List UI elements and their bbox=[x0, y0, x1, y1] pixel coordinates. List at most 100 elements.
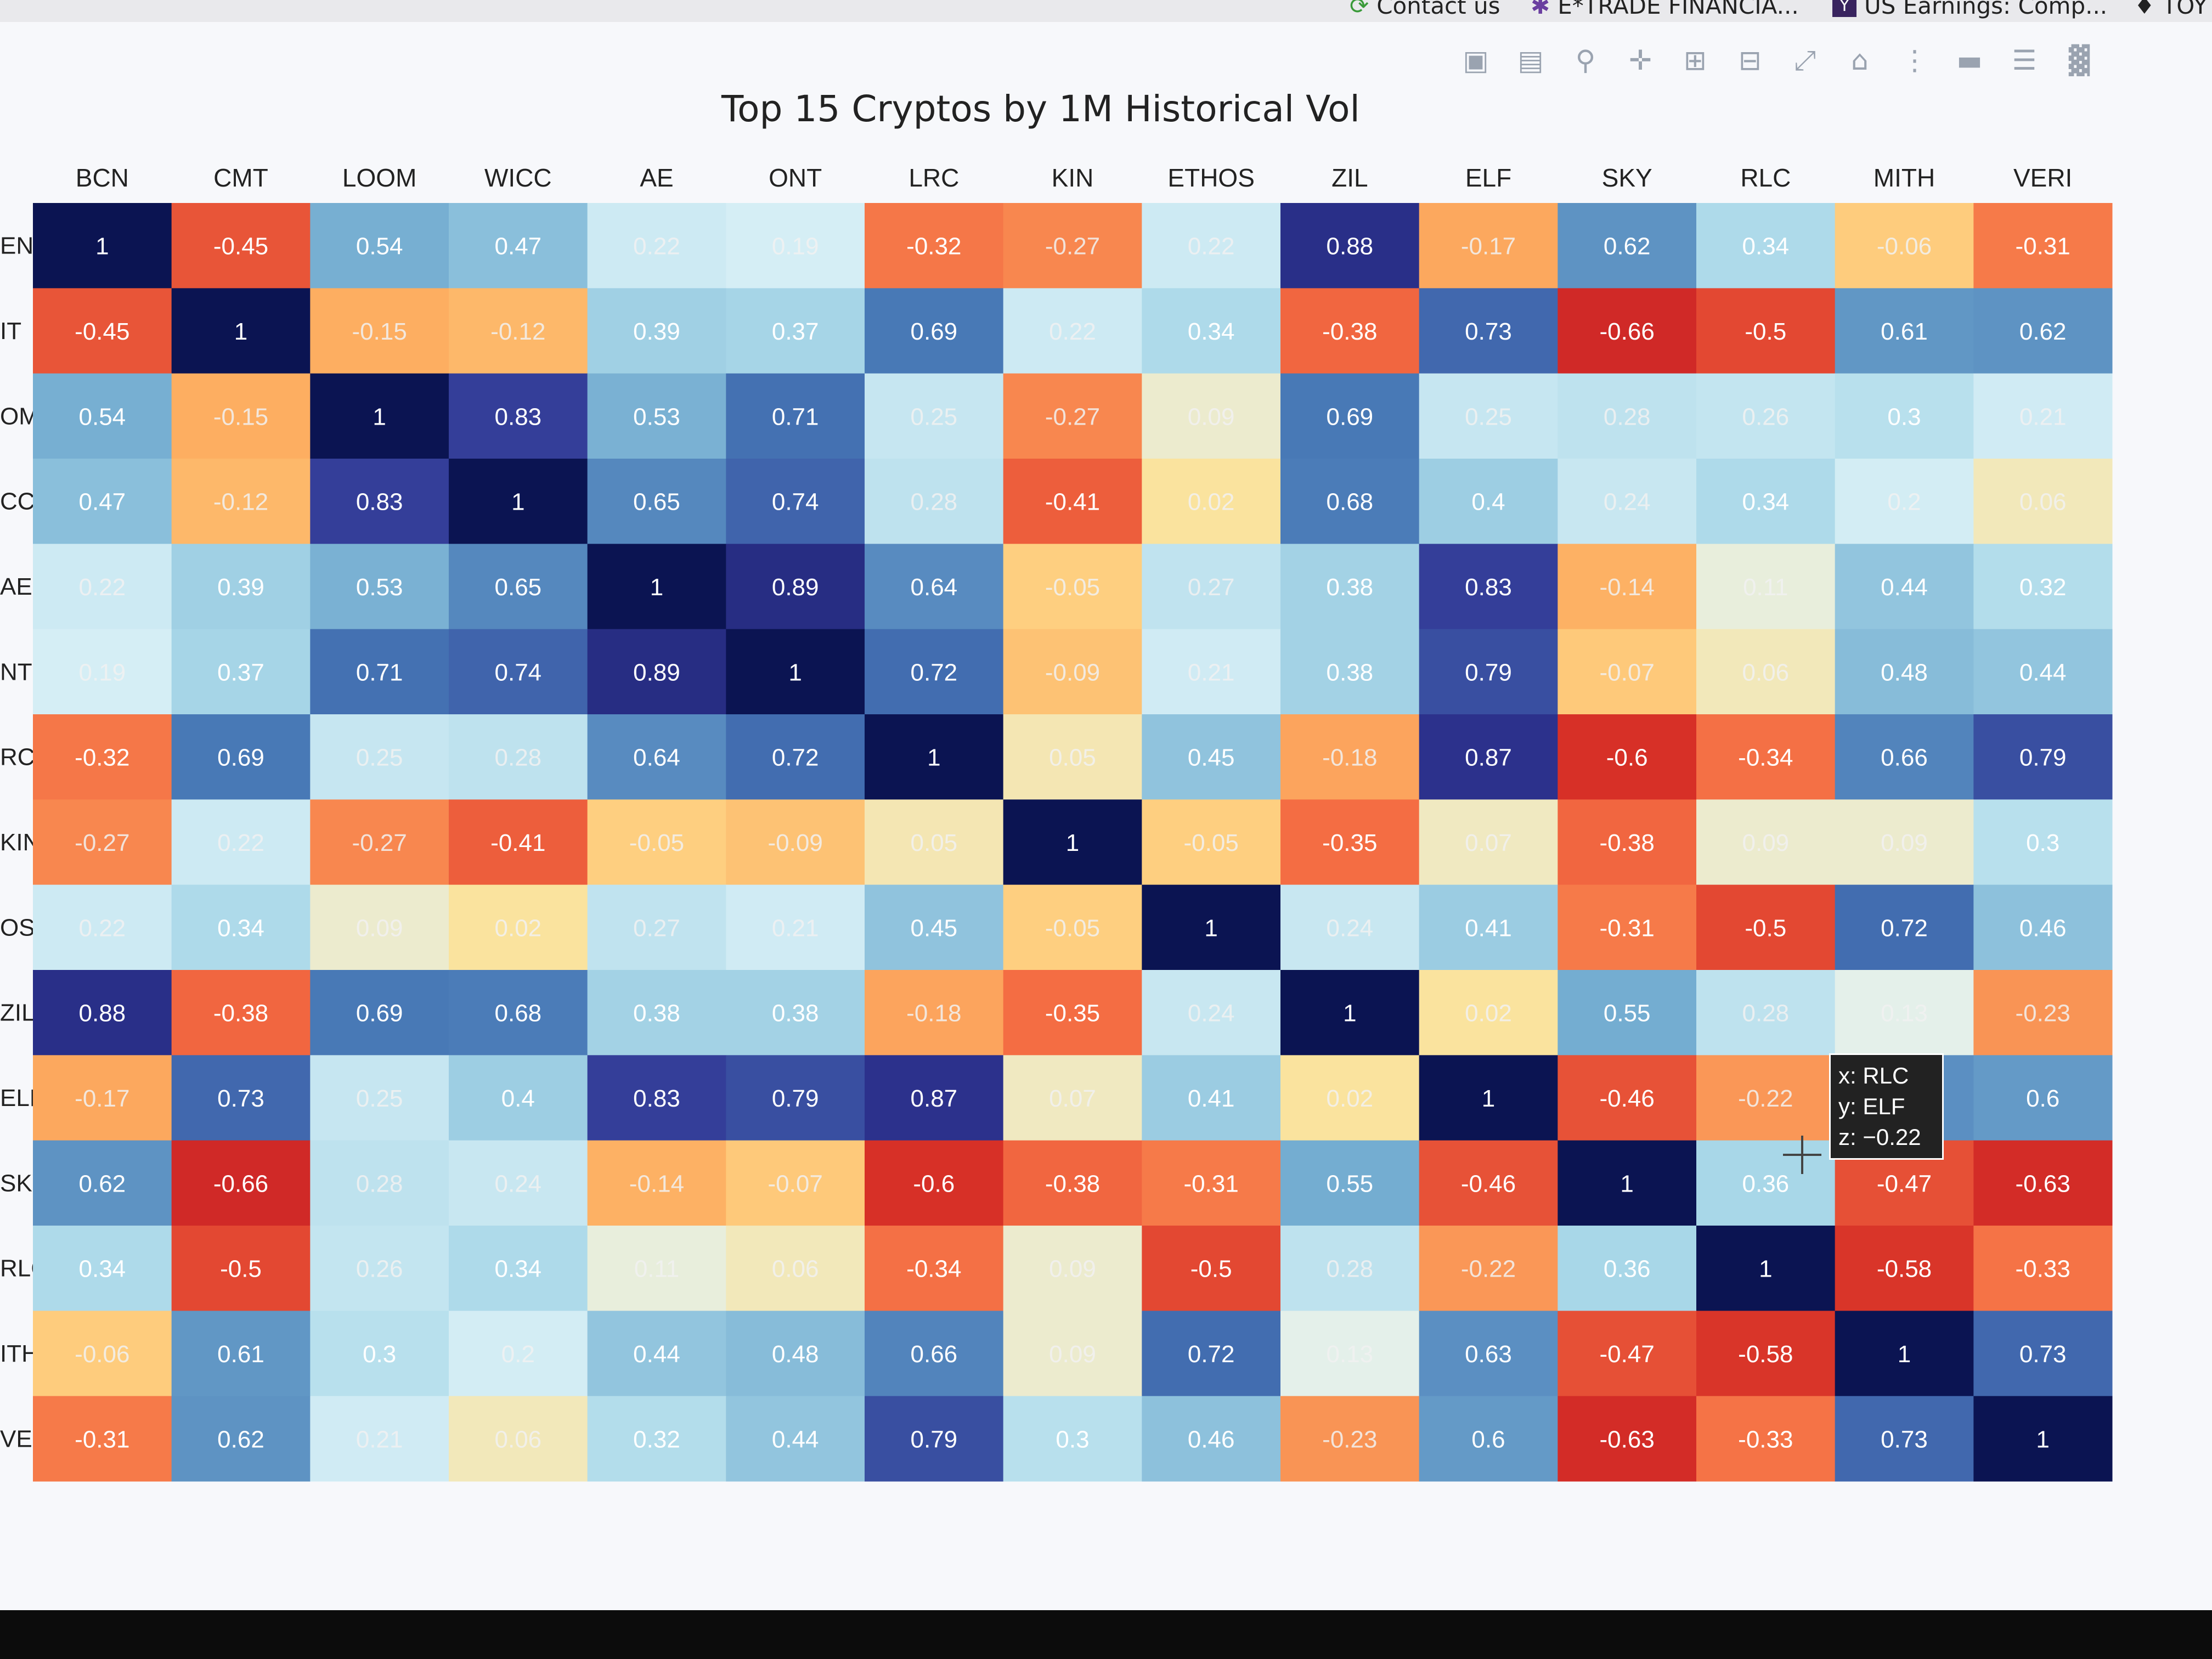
cell-value-label: 1 bbox=[927, 744, 940, 771]
heatmap-cell bbox=[449, 1311, 588, 1397]
x-tick-label: ZIL bbox=[1331, 163, 1368, 192]
cell-value-label: 0.09 bbox=[1742, 830, 1790, 856]
heatmap-cell bbox=[310, 459, 449, 544]
save-icon[interactable]: ▤ bbox=[1517, 44, 1544, 76]
cell-value-label: -0.38 bbox=[1045, 1170, 1100, 1197]
heatmap-cell bbox=[1696, 288, 1836, 374]
heatmap-cell bbox=[1142, 1226, 1281, 1311]
cell-value-label: 0.09 bbox=[1188, 403, 1235, 430]
zoom-icon[interactable]: ⚲ bbox=[1575, 44, 1596, 76]
heatmap-cell bbox=[726, 1311, 865, 1397]
heatmap-cell bbox=[1280, 288, 1420, 374]
cell-value-label: -0.18 bbox=[906, 1000, 961, 1027]
cell-value-label: 0.38 bbox=[1327, 659, 1374, 686]
bookmarks-bar: ⟳ Contact us ✱ E*TRADE FINANCIA... Y US … bbox=[0, 0, 2212, 22]
cell-value-label: 0.37 bbox=[772, 318, 819, 345]
heatmap-cell bbox=[726, 799, 865, 885]
heatmap-cell bbox=[1558, 884, 1697, 970]
reset-axes-icon[interactable]: ⌂ bbox=[1851, 44, 1869, 76]
zoom-in-icon[interactable]: ⊞ bbox=[1684, 44, 1707, 76]
heatmap-cell bbox=[1558, 1311, 1697, 1397]
cell-value-label: -0.32 bbox=[75, 744, 129, 771]
heatmap-cell bbox=[310, 629, 449, 715]
heatmap-cell bbox=[587, 288, 726, 374]
heatmap-cell bbox=[1973, 1055, 2113, 1141]
heatmap-cell bbox=[1835, 629, 1974, 715]
heatmap-cell bbox=[1419, 1396, 1558, 1482]
heatmap-chart[interactable]: BCN CMT LOOM WICC AE ONT LRC KIN ETHOS ZIL ELF SKY R… bbox=[0, 22, 2212, 1610]
cell-value-label: 0.39 bbox=[217, 574, 264, 601]
cell-value-label: -0.33 bbox=[2016, 1256, 2070, 1283]
heatmap-cell bbox=[449, 629, 588, 715]
heatmap-cell bbox=[1280, 1396, 1420, 1482]
cell-value-label: 0.3 bbox=[363, 1341, 396, 1368]
cell-value-label: -0.17 bbox=[75, 1085, 129, 1112]
heatmap-cell bbox=[726, 629, 865, 715]
heatmap-cell bbox=[1973, 1226, 2113, 1311]
heatmap-cell bbox=[1835, 288, 1974, 374]
camera-icon[interactable]: ▣ bbox=[1463, 44, 1489, 76]
cell-value-label: -0.27 bbox=[1045, 403, 1100, 430]
heatmap-cell bbox=[1419, 1140, 1558, 1226]
heatmap-cell bbox=[587, 1396, 726, 1482]
cell-value-label: -0.31 bbox=[75, 1426, 129, 1453]
heatmap-cell bbox=[1558, 203, 1697, 289]
cell-value-label: 0.22 bbox=[1049, 318, 1096, 345]
cell-value-label: -0.63 bbox=[1600, 1426, 1655, 1453]
spike-lines-icon[interactable]: ⋮ bbox=[1901, 44, 1928, 76]
bookmark-etrade[interactable]: ✱ E*TRADE FINANCIA... bbox=[1531, 0, 1799, 19]
cell-value-label: 0.38 bbox=[633, 1000, 680, 1027]
cell-value-label: 0.21 bbox=[2019, 403, 2067, 430]
chart-title: Top 15 Cryptos by 1M Historical Vol bbox=[721, 88, 1360, 130]
cell-value-label: 0.68 bbox=[495, 1000, 542, 1027]
cell-value-label: 0.22 bbox=[79, 574, 126, 601]
heatmap-cell bbox=[33, 544, 172, 630]
cell-value-label: 0.79 bbox=[772, 1085, 819, 1112]
cell-value-label: 0.24 bbox=[495, 1170, 542, 1197]
heatmap-cell bbox=[865, 288, 1004, 374]
cell-value-label: 0.07 bbox=[1465, 830, 1512, 856]
cell-value-label: 0.22 bbox=[79, 915, 126, 941]
cell-value-label: 1 bbox=[650, 574, 663, 601]
cell-value-label: 0.79 bbox=[1465, 659, 1512, 686]
cell-value-label: -0.5 bbox=[220, 1256, 262, 1283]
hover-compare-icon[interactable]: ☰ bbox=[2012, 44, 2037, 76]
heatmap-cell bbox=[1835, 884, 1974, 970]
heatmap-cell bbox=[1558, 1226, 1697, 1311]
cell-value-label: -0.35 bbox=[1045, 1000, 1100, 1027]
heatmap-cell bbox=[587, 373, 726, 459]
heatmap-cell bbox=[1280, 373, 1420, 459]
cell-value-label: 1 bbox=[1759, 1256, 1772, 1283]
cell-value-label: -0.6 bbox=[1606, 744, 1648, 771]
heatmap-cell bbox=[865, 373, 1004, 459]
cell-value-label: -0.31 bbox=[1184, 1170, 1239, 1197]
cell-value-label: 0.06 bbox=[772, 1256, 819, 1283]
bookmark-toy[interactable]: ♦ TOY bbox=[2134, 0, 2208, 19]
y-tick-label: OS bbox=[0, 914, 35, 941]
cell-value-label: 0.6 bbox=[1471, 1426, 1505, 1453]
heatmap-cell bbox=[726, 1140, 865, 1226]
cell-value-label: 0.41 bbox=[1188, 1085, 1235, 1112]
bookmark-contact-us[interactable]: ⟳ Contact us bbox=[1350, 0, 1500, 19]
heatmap-cell bbox=[1696, 884, 1836, 970]
plotly-logo-icon[interactable]: ▓ bbox=[2068, 44, 2090, 76]
bookmark-us-earnings[interactable]: Y US Earnings: Comp... bbox=[1832, 0, 2107, 19]
cell-value-label: 0.09 bbox=[1049, 1341, 1096, 1368]
cell-value-label: 0.19 bbox=[772, 233, 819, 260]
x-tick-label: RLC bbox=[1740, 163, 1791, 192]
cell-value-label: 0.21 bbox=[772, 915, 819, 941]
cell-value-label: -0.05 bbox=[1184, 830, 1239, 856]
pan-icon[interactable]: ✛ bbox=[1629, 44, 1652, 76]
heatmap-cell bbox=[1973, 1396, 2113, 1482]
heatmap-cell bbox=[171, 1055, 311, 1141]
cell-value-label: 0.25 bbox=[911, 403, 958, 430]
cell-value-label: 0.44 bbox=[772, 1426, 819, 1453]
cell-value-label: 0.24 bbox=[1188, 1000, 1235, 1027]
heatmap-cell bbox=[1419, 1311, 1558, 1397]
autoscale-icon[interactable]: ⤢ bbox=[1794, 44, 1816, 76]
hover-closest-icon[interactable]: ▬ bbox=[1956, 44, 1983, 76]
heatmap-cell bbox=[1973, 884, 2113, 970]
zoom-out-icon[interactable]: ⊟ bbox=[1739, 44, 1762, 76]
cell-value-label: 0.32 bbox=[2019, 574, 2067, 601]
heatmap-cell bbox=[1419, 544, 1558, 630]
